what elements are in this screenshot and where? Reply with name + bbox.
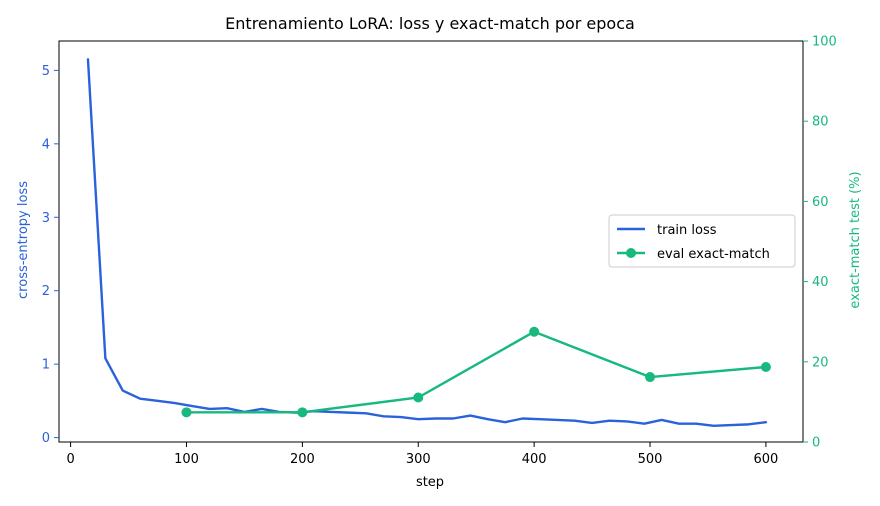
eval-point bbox=[760, 362, 771, 373]
y-right-tick-label: 60 bbox=[812, 195, 829, 210]
legend-label: train loss bbox=[657, 223, 717, 238]
y-left-tick-label: 5 bbox=[42, 64, 50, 79]
y-left-tick-label: 2 bbox=[42, 284, 50, 299]
chart-title: Entrenamiento LoRA: loss y exact-match p… bbox=[225, 14, 635, 33]
y-axis-right-label: exact-match test (%) bbox=[848, 171, 863, 308]
x-tick-label: 400 bbox=[522, 452, 547, 467]
series-line-train-loss bbox=[86, 58, 768, 428]
eval-point bbox=[181, 407, 192, 418]
legend-marker bbox=[626, 248, 636, 258]
x-axis-label: step bbox=[416, 475, 444, 490]
eval-point bbox=[529, 326, 540, 337]
series-line-eval-exact-match bbox=[185, 330, 768, 414]
eval-point bbox=[297, 407, 308, 418]
y-left-tick-label: 3 bbox=[42, 211, 50, 226]
y-axis-left-label: cross-entropy loss bbox=[16, 181, 31, 299]
plot-area: 0 100 200 300 400 500 600 0 1 2 3 4 5 0 20 40 60 80 100 tra… bbox=[42, 35, 837, 468]
eval-point bbox=[413, 392, 424, 403]
x-tick-label: 500 bbox=[638, 452, 663, 467]
y-right-tick-label: 100 bbox=[812, 35, 837, 50]
y-left-tick-label: 1 bbox=[42, 358, 50, 373]
legend-label: eval exact-match bbox=[657, 247, 770, 262]
x-tick-label: 300 bbox=[406, 452, 431, 467]
y-right-tick-label: 20 bbox=[812, 355, 829, 370]
x-tick-label: 100 bbox=[174, 452, 199, 467]
axes-frame bbox=[58, 40, 804, 443]
y-right-tick-label: 80 bbox=[812, 115, 829, 130]
x-tick-label: 200 bbox=[290, 452, 315, 467]
y-left-tick-label: 0 bbox=[42, 431, 50, 446]
y-left-tick-label: 4 bbox=[42, 137, 50, 152]
y-right-tick-label: 0 bbox=[812, 436, 820, 451]
y-right-tick-label: 40 bbox=[812, 275, 829, 290]
x-tick-label: 0 bbox=[66, 452, 74, 467]
legend-box bbox=[608, 214, 796, 268]
eval-point bbox=[645, 372, 656, 383]
x-tick-label: 600 bbox=[754, 452, 779, 467]
